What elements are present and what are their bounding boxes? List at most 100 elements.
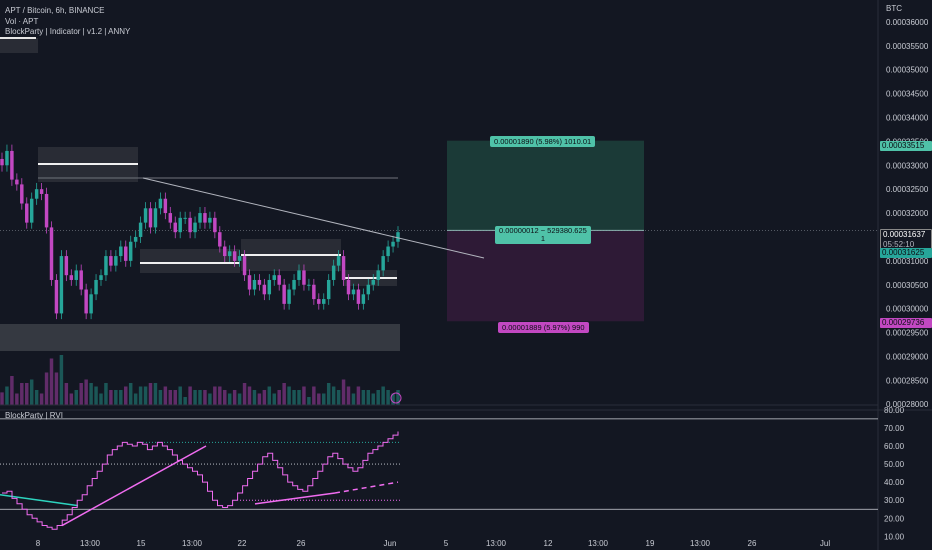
entry-label-line2: 1: [540, 234, 545, 243]
rvi-tick-label: 50.00: [884, 460, 905, 469]
volume-bar: [0, 392, 4, 405]
candle-body: [326, 279, 331, 300]
candle-body: [153, 208, 158, 228]
candle-body: [188, 217, 192, 233]
target-label[interactable]: 0.00001890 (5.98%) 1010.01: [490, 136, 596, 147]
candle-body: [89, 294, 93, 314]
time-tick-label: 13:00: [690, 539, 711, 548]
rvi-line: [2, 431, 399, 530]
overlay-lines: [0, 177, 878, 406]
time-tick-label: 15: [137, 539, 146, 548]
volume-bar: [322, 393, 326, 405]
volume-bar: [326, 383, 331, 405]
bar-countdown: 05:52:10: [883, 240, 915, 249]
rvi-tick-label: 60.00: [884, 442, 905, 451]
stop-zone: [447, 230, 644, 322]
candle-body: [213, 217, 217, 233]
candle-body: [331, 265, 336, 280]
time-tick-label: 13:00: [182, 539, 203, 548]
candle-body: [287, 289, 291, 304]
indicator-legend[interactable]: BlockParty | Indicator | v1.2 | ANNY: [5, 27, 131, 36]
candle-body: [312, 284, 316, 300]
volume-bar: [282, 383, 286, 405]
price-tick-label: 0.00029500: [886, 329, 929, 338]
volume-bar: [74, 390, 78, 405]
candle-body: [242, 256, 247, 276]
candle-body: [267, 279, 272, 295]
candle-body: [84, 289, 88, 314]
candle-body: [59, 256, 64, 314]
candle-body: [381, 256, 385, 271]
volume-bar: [317, 393, 321, 405]
time-tick-label: Jul: [820, 539, 830, 548]
volume-bar: [208, 393, 212, 405]
price-tick-label: 0.00030000: [886, 305, 929, 314]
price-tick-label: 0.00029000: [886, 352, 929, 361]
candle-body: [119, 246, 123, 257]
candle-body: [138, 222, 143, 237]
volume-bar: [29, 379, 34, 405]
candle-body: [247, 275, 252, 290]
time-tick-label: 13:00: [588, 539, 609, 548]
time-tick-label: 26: [297, 539, 306, 548]
volume-bar: [391, 393, 395, 405]
candle-body: [5, 150, 9, 166]
candle-body: [158, 198, 163, 209]
candle-body: [396, 232, 400, 242]
candle-body: [361, 294, 366, 304]
price-tick-label: 0.00033000: [886, 161, 929, 170]
stop-label[interactable]: 0.00001889 (5.97%) 990: [498, 322, 589, 333]
volume-bar: [297, 390, 301, 405]
candle-body: [282, 284, 286, 304]
entry-label[interactable]: 0.00000012 ~ 529380.625 1: [495, 226, 591, 244]
price-tick-label: 0.00030500: [886, 281, 929, 290]
volume-bar: [104, 383, 108, 405]
volume-bar: [34, 390, 39, 405]
candle-body: [223, 246, 227, 257]
volume-legend[interactable]: Vol · APT: [5, 17, 39, 26]
candle-body: [257, 279, 262, 285]
volume-bars: [0, 355, 400, 405]
candle-body: [336, 256, 341, 266]
volume-bar: [178, 386, 182, 405]
candle-body: [391, 241, 395, 247]
rvi-legend[interactable]: BlockParty | RVI: [5, 411, 63, 420]
candle-body: [94, 279, 98, 295]
candle-body: [173, 222, 177, 233]
volume-bar: [218, 386, 222, 405]
volume-bar: [39, 393, 44, 405]
volume-bar: [109, 390, 113, 405]
stop-price-tag: 0.00029736: [880, 318, 932, 328]
symbol-title[interactable]: APT / Bitcoin, 6h, BINANCE: [5, 6, 105, 15]
candle-body: [322, 299, 326, 304]
volume-bar: [371, 393, 375, 405]
price-tick-label: 0.00034500: [886, 90, 929, 99]
last-price-tag: 0.00031637 05:52:10: [880, 229, 932, 249]
rvi-tick-label: 30.00: [884, 496, 905, 505]
candle-body: [262, 284, 267, 295]
volume-bar: [267, 386, 272, 405]
price-tick-label: 0.00032000: [886, 209, 929, 218]
volume-bar: [242, 383, 247, 405]
volume-bar: [346, 386, 351, 405]
candle-body: [54, 279, 59, 314]
candle-body: [104, 256, 108, 276]
price-tick-label: 0.00031000: [886, 257, 929, 266]
candle-body: [356, 289, 361, 304]
candle-body: [277, 275, 281, 285]
descending-trendline: [142, 177, 485, 259]
candle-body: [307, 284, 311, 286]
volume-bar: [237, 393, 242, 405]
candle-body: [74, 270, 78, 280]
candle-body: [148, 208, 153, 228]
volume-bar: [376, 390, 380, 405]
volume-bar: [227, 393, 232, 405]
time-axis: 8 13:00 15 13:00 22 26 Jun 5 13:00 12 13:00 19 13:00…: [36, 539, 831, 548]
volume-bar: [143, 386, 148, 405]
time-tick-label: Jun: [384, 539, 397, 548]
time-tick-label: 13:00: [80, 539, 101, 548]
rvi-tick-label: 80.00: [884, 406, 905, 415]
rvi-tick-label: 40.00: [884, 478, 905, 487]
candle-body: [198, 213, 202, 223]
